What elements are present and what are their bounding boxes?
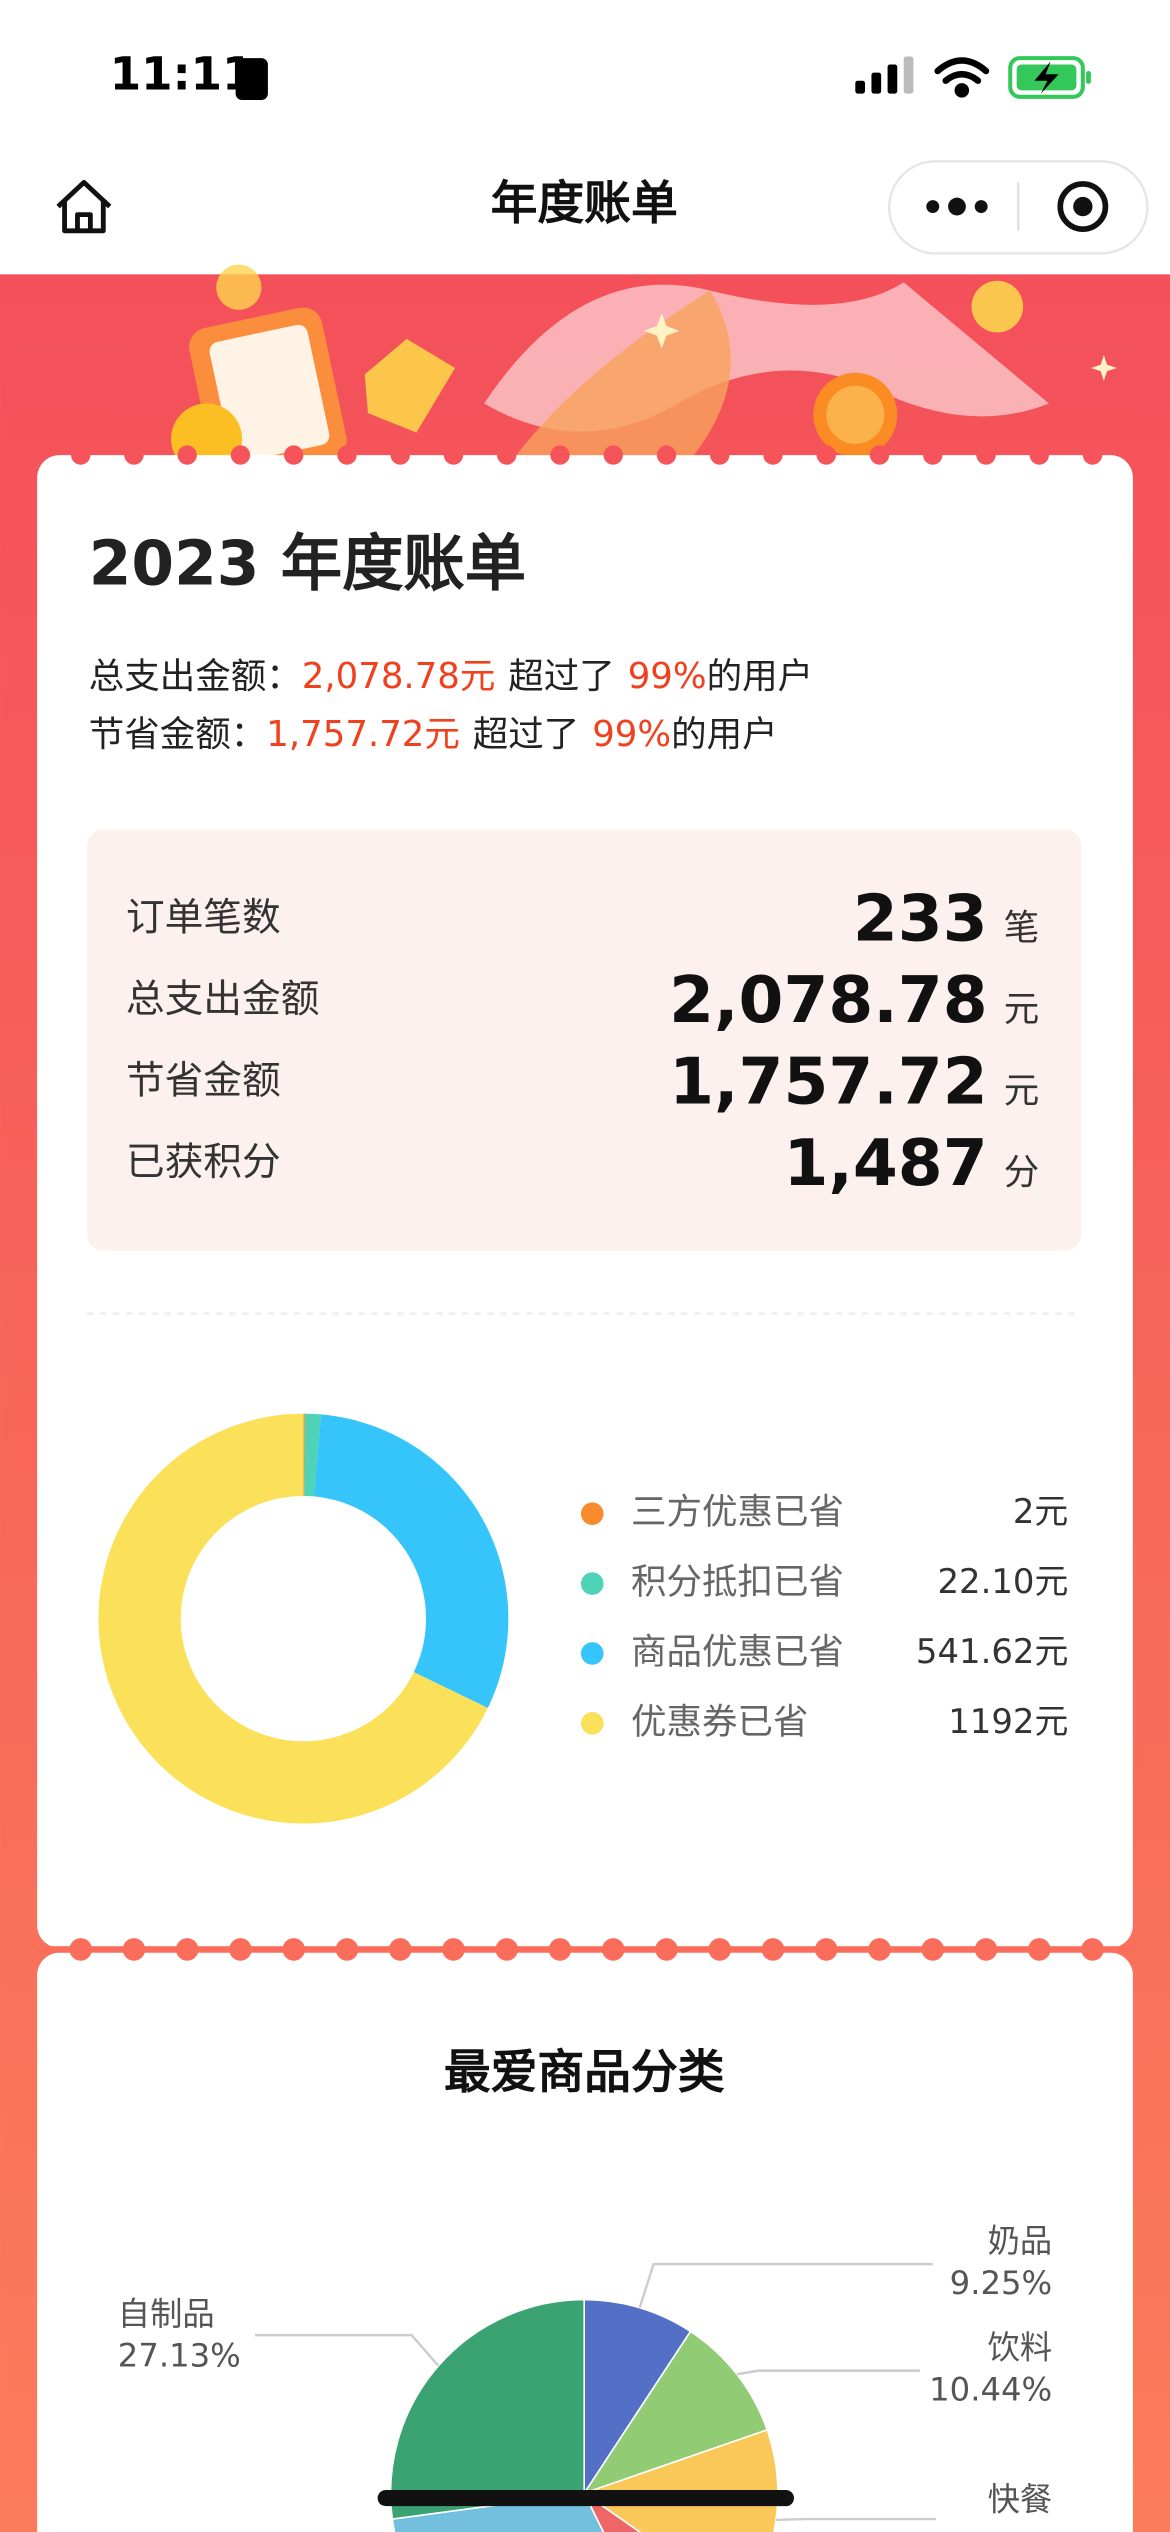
summary-suffix: 的用户	[671, 714, 778, 755]
category-title: 最爱商品分类	[444, 2046, 725, 2100]
pie-value: 10.44%	[929, 2371, 1052, 2409]
scallop	[763, 445, 783, 465]
stat-value: 1,487	[783, 1126, 987, 1201]
card-gap	[37, 1946, 1133, 1953]
summary-middle: 超过了	[473, 714, 580, 755]
legend-label: 积分抵扣已省	[631, 1562, 844, 1603]
status-icon	[235, 58, 268, 101]
summary-amount: 2,078.78元	[302, 656, 496, 697]
battery-icon	[1008, 56, 1091, 99]
signal-icon	[855, 56, 914, 94]
summary-percent: 99%	[628, 656, 707, 697]
status-time: 11:11	[110, 47, 254, 100]
stat-value: 233	[853, 882, 988, 957]
scallop	[869, 445, 890, 465]
legend-dot	[580, 1712, 604, 1735]
summary-middle: 超过了	[508, 656, 615, 697]
pie-value: 27.13%	[118, 2337, 241, 2375]
scallop	[603, 445, 623, 465]
pie-label: 自制品	[118, 2295, 215, 2333]
category-chart: 奶品 9.25% 饮料 10.44% 快餐 自制品 27.13%	[118, 2222, 1052, 2532]
donut-slice	[98, 1413, 488, 1824]
pie-label: 饮料	[988, 2329, 1053, 2367]
scallop	[923, 445, 943, 465]
legend-dot	[580, 1502, 604, 1526]
leader-line	[775, 2517, 936, 2522]
scallop	[337, 445, 357, 465]
leader-line	[254, 2333, 440, 2367]
summary-label: 总支出金额：	[89, 656, 302, 697]
summary-suffix: 的用户	[707, 656, 814, 697]
legend-dot	[580, 1642, 604, 1665]
bill-title: 2023 年度账单	[89, 529, 526, 600]
donut-slice	[313, 1414, 509, 1709]
legend-label: 商品优惠已省	[631, 1631, 844, 1672]
scallop	[71, 445, 91, 465]
stat-unit: 元	[1004, 1071, 1040, 1112]
scallop	[1029, 445, 1049, 465]
legend-value: 1192元	[948, 1702, 1068, 1741]
summary-line: 节省金额：1,757.72元 超过了 99%的用户	[89, 714, 778, 755]
more-button[interactable]	[926, 197, 988, 216]
scallop	[976, 445, 996, 465]
scallop	[656, 445, 677, 465]
leader-line	[736, 2369, 920, 2376]
stat-label: 订单笔数	[126, 895, 281, 940]
legend-value: 2元	[1013, 1492, 1068, 1531]
close-button[interactable]	[1057, 181, 1109, 232]
scallop	[710, 445, 730, 465]
nav-title: 年度账单	[491, 177, 678, 231]
scallop	[497, 445, 517, 465]
stat-value: 1,757.72	[669, 1045, 988, 1120]
donut-slice	[303, 1413, 305, 1496]
legend-label: 优惠券已省	[631, 1701, 809, 1742]
pie-slice	[582, 2330, 769, 2495]
scallop	[177, 445, 197, 465]
stat-unit: 笔	[1004, 908, 1040, 949]
stats-box	[87, 829, 1082, 1251]
stat-value: 2,078.78	[669, 963, 988, 1038]
stat-label: 节省金额	[126, 1058, 281, 1103]
leader-line	[638, 2262, 933, 2309]
scallop-edge	[37, 445, 1133, 1961]
stat-label: 已获积分	[126, 1140, 281, 1185]
scallop	[816, 445, 836, 465]
summary-percent: 99%	[592, 714, 671, 755]
summary-line: 总支出金额：2,078.78元 超过了 99%的用户	[89, 656, 813, 697]
legend-dot	[580, 1572, 604, 1595]
stat-unit: 元	[1004, 989, 1040, 1030]
donut-slice	[304, 1413, 322, 1497]
home-indicator	[377, 2490, 794, 2507]
legend-value: 22.10元	[937, 1562, 1068, 1601]
scallop	[550, 445, 570, 465]
pie-label: 奶品	[988, 2222, 1053, 2260]
scallop	[390, 445, 410, 465]
pie-value: 9.25%	[950, 2264, 1053, 2302]
scallop	[1082, 445, 1103, 465]
stat-unit: 分	[1004, 1152, 1040, 1193]
legend-label: 三方优惠已省	[631, 1492, 844, 1533]
pie-label: 快餐	[988, 2480, 1053, 2518]
summary-amount: 1,757.72元	[266, 714, 460, 755]
scallop	[230, 445, 251, 465]
scallop	[284, 445, 304, 465]
wifi-icon	[934, 57, 990, 98]
legend-value: 541.62元	[916, 1632, 1068, 1671]
scallop	[124, 445, 144, 465]
pie-slice	[389, 2298, 586, 2521]
summary-label: 节省金额：	[89, 714, 267, 755]
scallop	[443, 445, 464, 465]
category-card	[37, 1952, 1133, 2532]
home-button[interactable]	[56, 179, 112, 234]
stat-label: 总支出金额	[126, 977, 320, 1022]
